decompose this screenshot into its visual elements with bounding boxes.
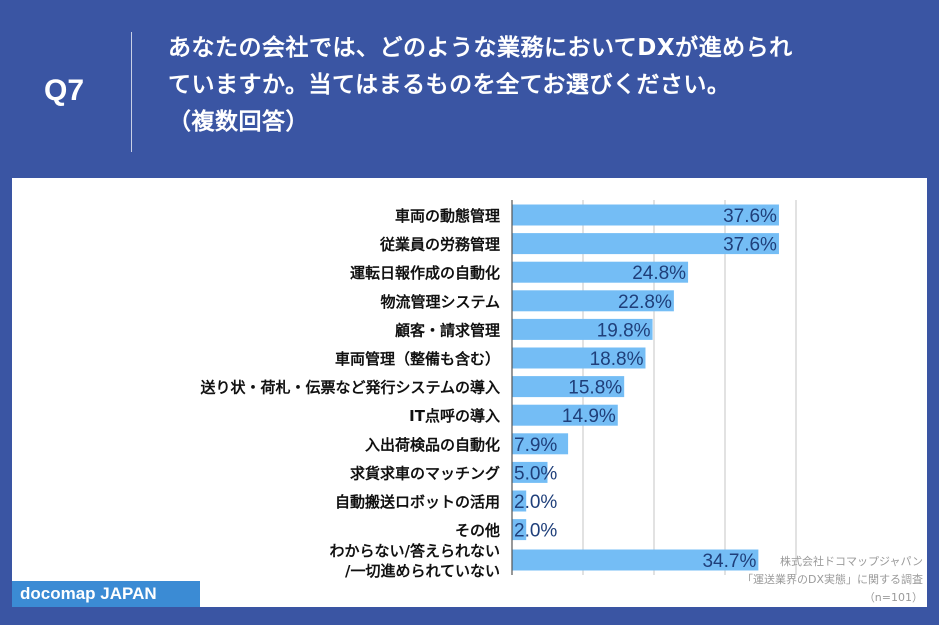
header-divider [131, 32, 132, 152]
value-label: 37.6% [723, 206, 777, 227]
category-label: 物流管理システム [380, 293, 500, 311]
bar [512, 549, 759, 571]
value-label: 2.0% [514, 521, 557, 542]
title-line: あなたの会社では、どのような業務においてDXが進められ [168, 35, 793, 61]
category-label: 自動搬送ロボットの活用 [335, 493, 500, 511]
value-label: 18.8% [590, 349, 644, 370]
bar [512, 318, 653, 340]
bar [512, 376, 625, 398]
value-label: 2.0% [514, 492, 557, 513]
source-line: 株式会社ドコマップジャパン [780, 555, 923, 568]
question-title: あなたの会社では、どのような業務においてDXが進められ ていますか。当てはまるも… [168, 30, 908, 141]
value-label: 5.0% [514, 463, 557, 484]
bar [512, 433, 569, 455]
category-label: 入出荷検品の自動化 [365, 436, 500, 454]
category-label: 車両の動態管理 [395, 207, 500, 225]
bar [512, 261, 689, 283]
category-label: 求貨求車のマッチング [350, 464, 500, 482]
bar [512, 233, 779, 255]
category-label: 顧客・請求管理 [395, 321, 500, 339]
source-note: 株式会社ドコマップジャパン 「運送業界のDX実態」に関する調査 （n=101） [742, 553, 923, 607]
category-label: IT点呼の導入 [409, 407, 500, 425]
category-label: 従業員の労務管理 [379, 236, 500, 254]
category-label: /一切進められていない [345, 562, 500, 580]
value-label: 19.8% [597, 320, 651, 341]
bar [512, 519, 527, 541]
category-label: 送り状・荷札・伝票など発行システムの導入 [199, 379, 500, 397]
title-line: （複数回答） [168, 109, 309, 135]
value-label: 14.9% [562, 406, 616, 427]
value-label: 22.8% [618, 292, 672, 313]
value-label: 24.8% [632, 263, 686, 284]
bar [512, 490, 527, 512]
value-label: 37.6% [723, 235, 777, 256]
category-label: 運転日報作成の自動化 [350, 264, 500, 282]
bar [512, 347, 646, 369]
value-label: 7.9% [514, 435, 557, 456]
value-label: 34.7% [702, 551, 756, 572]
category-label: その他 [455, 522, 500, 540]
category-label: わからない/答えられない [330, 542, 500, 560]
question-number: Q7 [44, 74, 85, 107]
value-label: 15.8% [568, 378, 622, 399]
source-line: 「運送業界のDX実態」に関する調査 [741, 573, 923, 586]
category-label: 車両管理（整備も含む） [335, 350, 500, 368]
bar [512, 404, 618, 426]
title-line: ていますか。当てはまるものを全てお選びください。 [168, 72, 731, 98]
bar [512, 204, 779, 226]
bar [512, 290, 674, 312]
source-line: （n=101） [863, 591, 923, 604]
brand-logo: docomap JAPAN [12, 581, 200, 607]
bar [512, 461, 548, 483]
